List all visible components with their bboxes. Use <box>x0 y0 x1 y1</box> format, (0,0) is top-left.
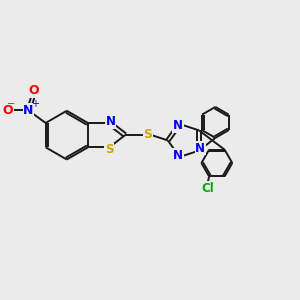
Text: +: + <box>31 99 39 109</box>
Text: O: O <box>2 104 13 117</box>
Text: S: S <box>143 128 152 141</box>
Text: Cl: Cl <box>201 182 214 195</box>
Text: N: N <box>195 142 205 155</box>
Text: O: O <box>28 84 39 97</box>
Text: N: N <box>106 115 116 128</box>
Text: N: N <box>173 119 183 132</box>
Text: S: S <box>105 143 113 156</box>
Text: N: N <box>173 148 183 162</box>
Text: −: − <box>8 99 16 109</box>
Text: N: N <box>23 104 34 117</box>
